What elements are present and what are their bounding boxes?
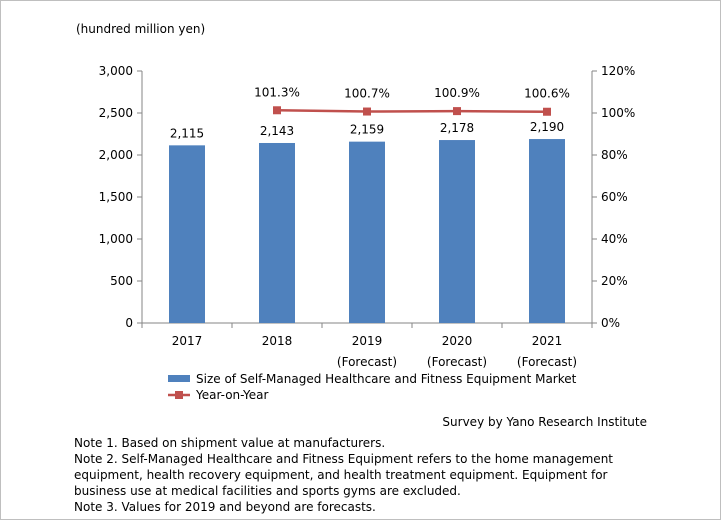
x-tick-sublabel: (Forecast) xyxy=(337,355,397,369)
legend-swatch-marker xyxy=(175,391,183,399)
yoy-marker xyxy=(363,107,371,116)
bar xyxy=(259,142,295,323)
unit-label: (hundred million yen) xyxy=(76,22,205,36)
y-tick-label-left: 2,500 xyxy=(99,106,133,120)
y-tick-label-right: 0% xyxy=(601,316,620,330)
x-tick-sublabel: (Forecast) xyxy=(427,355,487,369)
note-2: Note 2. Self-Managed Healthcare and Fitn… xyxy=(74,452,614,498)
x-tick-label: 2020 xyxy=(442,334,473,348)
legend-label-line: Year-on-Year xyxy=(195,388,269,402)
y-tick-label-left: 0 xyxy=(125,316,133,330)
y-tick-label-left: 500 xyxy=(110,274,133,288)
x-tick-label: 2019 xyxy=(352,334,383,348)
y-tick-label-left: 2,000 xyxy=(99,148,133,162)
bar xyxy=(169,145,205,323)
bar xyxy=(439,140,475,323)
x-tick-sublabel: (Forecast) xyxy=(517,355,577,369)
y-tick-label-right: 80% xyxy=(601,148,628,162)
y-tick-label-left: 1,500 xyxy=(99,190,133,204)
bar-value-label: 2,190 xyxy=(530,120,564,134)
source-note: Survey by Yano Research Institute xyxy=(442,415,647,429)
yoy-value-label: 100.7% xyxy=(344,87,390,101)
legend-label-bar: Size of Self-Managed Healthcare and Fitn… xyxy=(196,372,577,386)
y-tick-label-left: 1,000 xyxy=(99,232,133,246)
yoy-marker xyxy=(543,107,551,116)
bar-value-label: 2,159 xyxy=(350,123,384,137)
x-tick-label: 2018 xyxy=(262,334,293,348)
yoy-value-label: 100.6% xyxy=(524,87,570,101)
notes: Note 1. Based on shipment value at manuf… xyxy=(74,435,654,515)
y-tick-label-right: 20% xyxy=(601,274,628,288)
market-size-chart: (hundred million yen) 0 500 1,000 1,500 2,000… xyxy=(76,22,635,402)
y-tick-label-right: 100% xyxy=(601,106,635,120)
bar-value-label: 2,143 xyxy=(260,124,294,138)
y-tick-label-right: 120% xyxy=(601,64,635,78)
yoy-line xyxy=(276,109,548,113)
x-tick-label: 2021 xyxy=(532,334,563,348)
y-tick-label-left: 3,000 xyxy=(99,64,133,78)
yoy-marker xyxy=(453,107,461,116)
bar-value-label: 2,115 xyxy=(170,126,204,140)
bar xyxy=(349,141,385,323)
bar xyxy=(529,139,565,323)
yoy-marker xyxy=(273,106,281,115)
note-1: Note 1. Based on shipment value at manuf… xyxy=(74,436,386,450)
x-tick-label: 2017 xyxy=(172,334,203,348)
legend-swatch-bar xyxy=(168,375,190,382)
y-tick-label-right: 40% xyxy=(601,232,628,246)
note-3: Note 3. Values for 2019 and beyond are f… xyxy=(74,500,376,514)
yoy-value-label: 100.9% xyxy=(434,86,480,100)
y-tick-label-right: 60% xyxy=(601,190,628,204)
bar-value-label: 2,178 xyxy=(440,121,474,135)
yoy-value-label: 101.3% xyxy=(254,85,300,99)
